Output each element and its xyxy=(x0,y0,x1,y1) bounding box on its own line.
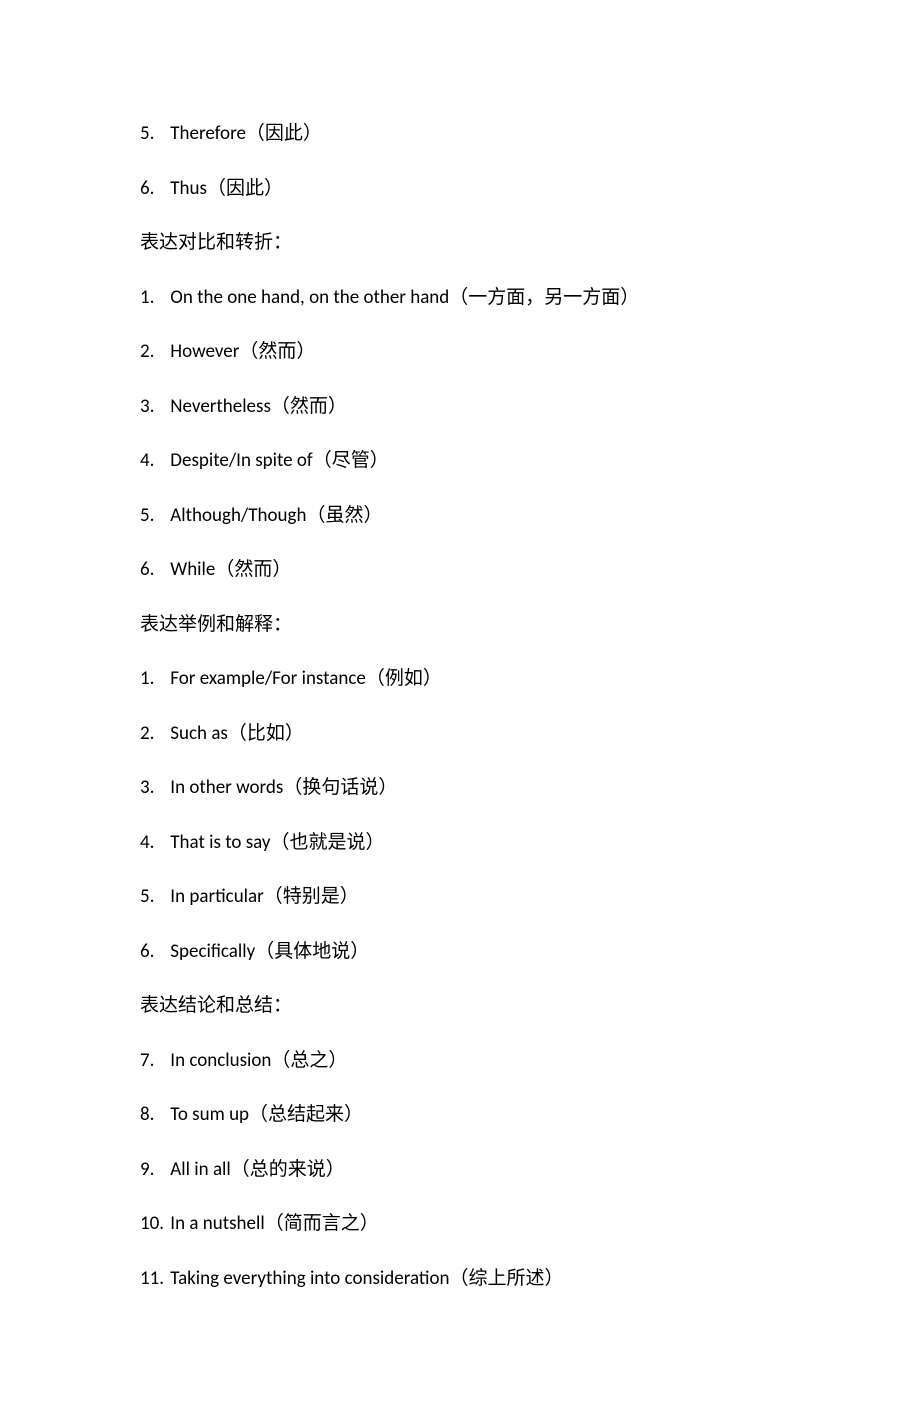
item-chinese: （也就是说） xyxy=(270,832,384,853)
item-chinese: （具体地说） xyxy=(255,941,369,962)
item-chinese: （总的来说） xyxy=(231,1159,345,1180)
item-chinese: （尽管） xyxy=(313,450,389,471)
item-english: For example/For instance xyxy=(170,667,366,690)
list-item: 2. However（然而） xyxy=(140,338,780,367)
list-item: 7. In conclusion（总之） xyxy=(140,1047,780,1076)
item-chinese: （因此） xyxy=(246,123,322,144)
item-english: In particular xyxy=(170,885,263,908)
list-item: 3. In other words（换句话说） xyxy=(140,774,780,803)
list-item: 11. Taking everything into consideration… xyxy=(140,1265,780,1294)
item-number: 4. xyxy=(140,829,166,858)
item-number: 2. xyxy=(140,338,166,367)
item-number: 5. xyxy=(140,120,166,149)
list-item: 6. Specifically（具体地说） xyxy=(140,938,780,967)
list-item: 5. Therefore（因此） xyxy=(140,120,780,149)
list-item: 5. Although/Though（虽然） xyxy=(140,502,780,531)
item-number: 3. xyxy=(140,393,166,422)
item-english: Such as xyxy=(170,722,228,745)
document-page: 5. Therefore（因此）6. Thus（因此） 表达对比和转折：1. O… xyxy=(0,0,920,1419)
item-number: 4. xyxy=(140,447,166,476)
list-item: 2. Such as（比如） xyxy=(140,720,780,749)
item-chinese: （然而） xyxy=(215,559,291,580)
list-item: 10. In a nutshell（简而言之） xyxy=(140,1210,780,1239)
item-chinese: （虽然） xyxy=(306,505,382,526)
item-number: 8. xyxy=(140,1101,166,1130)
item-english: That is to say xyxy=(170,831,270,854)
list-item: 6. While（然而） xyxy=(140,556,780,585)
list-item: 6. Thus（因此） xyxy=(140,175,780,204)
item-english: Therefore xyxy=(170,122,246,145)
item-number: 5. xyxy=(140,502,166,531)
item-number: 9. xyxy=(140,1156,166,1185)
item-number: 6. xyxy=(140,556,166,585)
list-item: 1. On the one hand, on the other hand（一方… xyxy=(140,284,780,313)
item-english: To sum up xyxy=(170,1103,249,1126)
item-number: 6. xyxy=(140,938,166,967)
section-heading: 表达举例和解释： xyxy=(140,611,780,640)
item-chinese: （然而） xyxy=(239,341,315,362)
item-chinese: （总结起来） xyxy=(249,1104,363,1125)
item-english: Taking everything into consideration xyxy=(170,1267,449,1290)
item-english: In other words xyxy=(170,776,283,799)
item-chinese: （然而） xyxy=(271,396,347,417)
item-chinese: （一方面，另一方面） xyxy=(449,287,639,308)
list-item: 8. To sum up（总结起来） xyxy=(140,1101,780,1130)
item-number: 10. xyxy=(140,1210,166,1239)
list-item: 5. In particular（特别是） xyxy=(140,883,780,912)
item-chinese: （因此） xyxy=(207,178,283,199)
list-item: 4. That is to say（也就是说） xyxy=(140,829,780,858)
item-english: In a nutshell xyxy=(170,1212,264,1235)
item-english: In conclusion xyxy=(170,1049,271,1072)
item-english: Nevertheless xyxy=(170,395,271,418)
list-item: 3. Nevertheless（然而） xyxy=(140,393,780,422)
item-chinese: （换句话说） xyxy=(283,777,397,798)
item-english: Despite/In spite of xyxy=(170,449,312,472)
continuation-list: 5. Therefore（因此）6. Thus（因此） xyxy=(140,120,780,203)
list-item: 9. All in all（总的来说） xyxy=(140,1156,780,1185)
item-chinese: （特别是） xyxy=(264,886,359,907)
sections-container: 表达对比和转折： 1. On the one hand, on the other… xyxy=(140,229,780,1293)
item-chinese: （比如） xyxy=(228,723,304,744)
item-number: 5. xyxy=(140,883,166,912)
item-english: All in all xyxy=(170,1158,230,1181)
item-english: However xyxy=(170,340,239,363)
item-number: 7. xyxy=(140,1047,166,1076)
section-heading: 表达对比和转折： xyxy=(140,229,780,258)
item-number: 1. xyxy=(140,665,166,694)
item-english: Thus xyxy=(170,177,207,200)
item-english: On the one hand, on the other hand xyxy=(170,286,449,309)
item-number: 11. xyxy=(140,1265,166,1294)
item-english: Specifically xyxy=(170,940,255,963)
item-number: 3. xyxy=(140,774,166,803)
item-number: 1. xyxy=(140,284,166,313)
item-number: 6. xyxy=(140,175,166,204)
item-english: While xyxy=(170,558,215,581)
section-heading: 表达结论和总结： xyxy=(140,992,780,1021)
list-item: 1. For example/For instance（例如） xyxy=(140,665,780,694)
list-item: 4. Despite/In spite of（尽管） xyxy=(140,447,780,476)
item-number: 2. xyxy=(140,720,166,749)
item-chinese: （简而言之） xyxy=(265,1213,379,1234)
item-english: Although/Though xyxy=(170,504,306,527)
item-chinese: （综上所述） xyxy=(449,1268,563,1289)
item-chinese: （总之） xyxy=(271,1050,347,1071)
item-chinese: （例如） xyxy=(366,668,442,689)
